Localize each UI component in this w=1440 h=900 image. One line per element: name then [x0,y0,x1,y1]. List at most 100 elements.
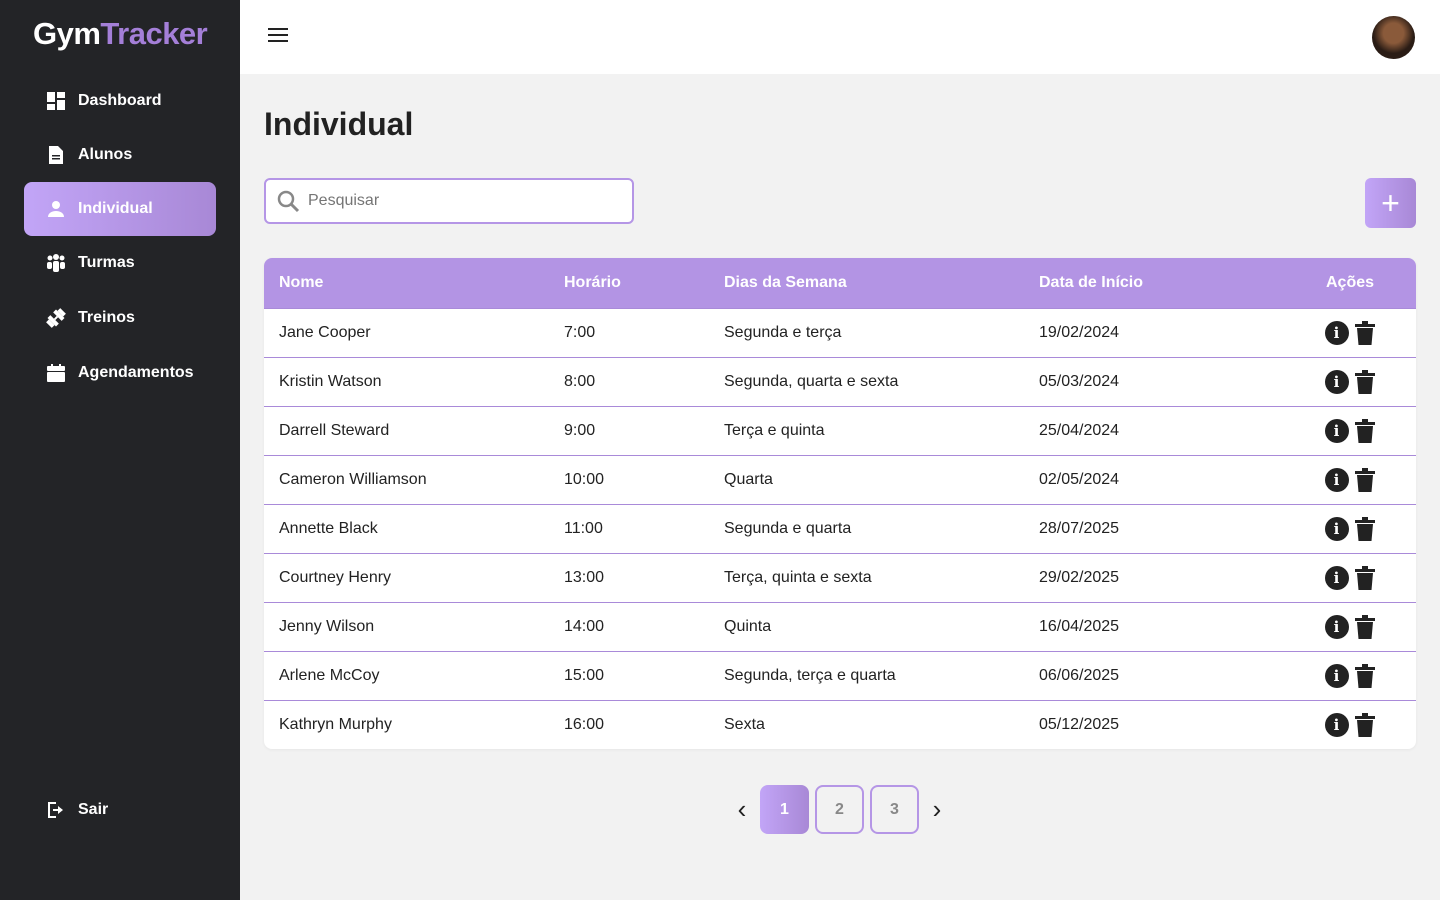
cell-dias: Segunda, quarta e sexta [724,373,899,390]
trash-icon[interactable] [1354,517,1376,541]
cell-horario: 10:00 [564,471,605,488]
table-row: Cameron Williamson 10:00 Quarta 02/05/2024 i [264,455,1416,504]
sidebar-item-agendamentos[interactable]: Agendamentos [24,346,216,400]
cell-horario: 15:00 [564,667,605,684]
dumbbell-icon [46,308,66,328]
cell-horario: 11:00 [564,520,603,537]
trash-icon[interactable] [1354,468,1376,492]
cell-acoes: i [1284,615,1416,639]
next-page-button[interactable]: › [932,794,942,824]
add-button[interactable]: + [1365,178,1416,228]
menu-icon[interactable] [268,28,288,46]
search-box[interactable] [264,178,634,224]
sidebar-item-dashboard[interactable]: Dashboard [24,74,216,128]
cell-acoes: i [1284,566,1416,590]
trash-icon[interactable] [1354,419,1376,443]
cell-nome: Arlene McCoy [279,667,380,684]
cell-data: 05/03/2024 [1039,373,1120,390]
header-horario[interactable]: Horário [564,274,621,291]
cell-nome: Annette Black [279,520,378,537]
cell-nome: Jane Cooper [279,324,371,341]
logout-button[interactable]: Sair [24,783,216,837]
info-icon[interactable]: i [1324,664,1349,688]
cell-dias: Segunda, terça e quarta [724,667,896,684]
table-row: Kristin Watson 8:00 Segunda, quarta e sext… [264,357,1416,406]
cell-horario: 13:00 [564,569,605,586]
trash-icon[interactable] [1354,370,1376,394]
cell-acoes: i [1284,517,1416,541]
trash-icon[interactable] [1354,615,1376,639]
avatar[interactable] [1372,16,1415,59]
logo[interactable]: GymTracker [33,16,208,51]
header-nome[interactable]: Nome [279,274,324,291]
sidebar-item-treinos[interactable]: Treinos [24,291,216,345]
pagination: ‹ 1 2 3 › [730,785,949,834]
cell-acoes: i [1284,468,1416,492]
table-header: Nome Horário Dias da Semana Data de Iníc… [264,258,1416,308]
cell-data: 05/12/2025 [1039,716,1120,733]
topbar [240,0,1440,74]
info-icon[interactable]: i [1324,468,1349,492]
info-icon[interactable]: i [1324,517,1349,541]
cell-horario: 9:00 [564,422,596,439]
search-input[interactable] [308,192,608,210]
page-3-button[interactable]: 3 [870,785,919,834]
table-row: Jenny Wilson 14:00 Quinta 16/04/2025 i [264,602,1416,651]
table-row: Kathryn Murphy 16:00 Sexta 05/12/2025 i [264,700,1416,749]
info-icon[interactable]: i [1324,419,1349,443]
cell-nome: Cameron Williamson [279,471,427,488]
info-icon[interactable]: i [1324,370,1349,394]
cell-horario: 7:00 [564,324,596,341]
table-row: Arlene McCoy 15:00 Segunda, terça e quarta… [264,651,1416,700]
search-icon [277,190,300,213]
sidebar-item-alunos[interactable]: Alunos [24,128,216,182]
cell-horario: 14:00 [564,618,605,635]
cell-dias: Quinta [724,618,772,635]
cell-data: 29/02/2025 [1039,569,1120,586]
trash-icon[interactable] [1354,664,1376,688]
info-icon[interactable]: i [1324,713,1349,737]
cell-acoes: i [1284,419,1416,443]
trash-icon[interactable] [1354,713,1376,737]
cell-nome: Courtney Henry [279,569,392,586]
table-row: Annette Black 11:00 Segunda e quarta 28/07/… [264,504,1416,553]
cell-data: 25/04/2024 [1039,422,1120,439]
cell-dias: Sexta [724,716,765,733]
cell-dias: Segunda e quarta [724,520,852,537]
header-acoes: Ações [1325,274,1375,291]
students-table: Nome Horário Dias da Semana Data de Iníc… [264,258,1416,749]
info-icon[interactable]: i [1324,321,1349,345]
cell-dias: Terça e quinta [724,422,825,439]
cell-data: 28/07/2025 [1039,520,1120,537]
sidebar-item-turmas[interactable]: Turmas [24,236,216,290]
group-icon [47,254,65,272]
info-icon[interactable]: i [1324,615,1349,639]
cell-acoes: i [1284,321,1416,345]
page-2-button[interactable]: 2 [815,785,864,834]
cell-nome: Jenny Wilson [279,618,375,635]
cell-nome: Darrell Steward [279,422,390,439]
cell-data: 16/04/2025 [1039,618,1120,635]
calendar-icon [47,364,65,382]
page-1-button[interactable]: 1 [760,785,809,834]
header-data[interactable]: Data de Início [1039,274,1144,291]
header-dias[interactable]: Dias da Semana [724,274,847,291]
info-icon[interactable]: i [1324,566,1349,590]
table-row: Courtney Henry 13:00 Terça, quinta e sexta… [264,553,1416,602]
cell-acoes: i [1284,664,1416,688]
trash-icon[interactable] [1354,566,1376,590]
cell-dias: Segunda e terça [724,324,842,341]
sidebar-item-individual[interactable]: Individual [24,182,216,236]
table-row: Darrell Steward 9:00 Terça e quinta 25/04/2… [264,406,1416,455]
cell-dias: Terça, quinta e sexta [724,569,872,586]
page-title: Individual [264,106,414,142]
cell-data: 02/05/2024 [1039,471,1120,488]
cell-acoes: i [1284,713,1416,737]
sidebar: GymTracker Dashboard Alunos Individual T… [0,0,240,900]
cell-nome: Kathryn Murphy [279,716,392,733]
cell-dias: Quarta [724,471,773,488]
prev-page-button[interactable]: ‹ [737,794,747,824]
table-row: Jane Cooper 7:00 Segunda e terça 19/02/2024… [264,308,1416,357]
cell-horario: 16:00 [564,716,605,733]
trash-icon[interactable] [1354,321,1376,345]
